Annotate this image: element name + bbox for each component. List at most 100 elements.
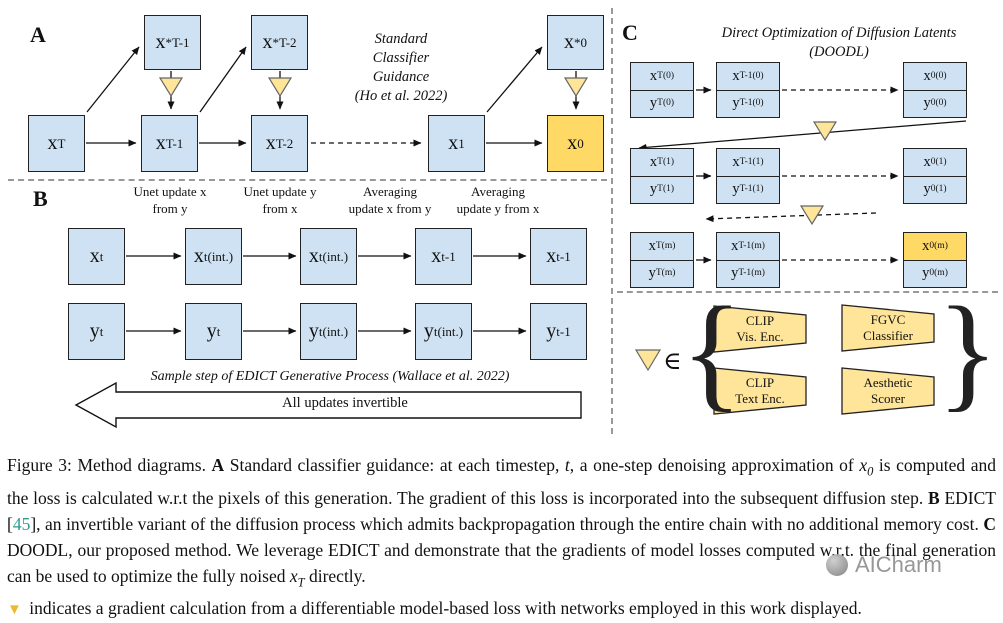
- box-xstar-T-1: x * T-1: [144, 15, 201, 70]
- latent-pair-r1c1: x T-1 (1) y T-1 (1): [716, 148, 780, 204]
- latent-pair-rmc2: x 0 (m) y 0 (m): [903, 232, 967, 288]
- legend-item-clip-text: CLIP Text Enc.: [735, 375, 785, 407]
- latent-pair-rmc1: x T-1 (m) y T-1 (m): [716, 232, 780, 288]
- panel-b-header-2: Unet update y from x: [243, 184, 317, 216]
- latent-x: x T (1): [631, 149, 693, 176]
- caption-text: , a one-step denoising approximation of: [569, 455, 860, 475]
- watermark-logo-icon: [826, 554, 848, 576]
- latent-y: y T-1 (1): [717, 175, 779, 203]
- panel-c-title: Direct Optimization of Diffusion Latents…: [721, 25, 957, 60]
- gradient-triangle-icons-a: [158, 77, 589, 98]
- gradient-triangle-icon: ▼: [7, 602, 22, 618]
- latent-y: y T-1 (m): [717, 259, 779, 287]
- panel-b-header-1: Unet update x from y: [133, 184, 207, 216]
- diagram-graphics-layer: [74, 46, 967, 429]
- panel-b-caption: Sample step of EDICT Generative Process …: [150, 369, 510, 384]
- latent-pair-r0c0: x T (0) y T (0): [630, 62, 694, 118]
- latent-x: x T-1 (1): [717, 149, 779, 176]
- panel-b-header-3: Averaging update x from y: [348, 184, 432, 216]
- box-xstar-0: x * 0: [547, 15, 604, 70]
- box-y-t-1: y t-1: [530, 303, 587, 360]
- caption-paragraph: Figure 3: Method diagrams. A Standard cl…: [7, 452, 996, 595]
- panel-a-note: Standard Classifier Guidance (Ho et al. …: [354, 31, 448, 104]
- box-x-T-1: x T-1: [141, 115, 198, 172]
- panel-b-arrows: [126, 252, 527, 335]
- latent-pair-r1c0: x T (1) y T (1): [630, 148, 694, 204]
- legend-triangle-icon: [634, 349, 662, 372]
- latent-y: y T (m): [631, 259, 693, 287]
- latent-x: x T-1 (m): [717, 233, 779, 260]
- invertible-arrow-shape: [74, 381, 582, 429]
- latent-y: y 0 (0): [904, 89, 966, 117]
- latent-x: x T (m): [631, 233, 693, 260]
- panel-a-label: A: [30, 22, 46, 47]
- box-x-t-1-final: x t-1: [530, 228, 587, 285]
- caption-note-text: indicates a gradient calculation from a …: [24, 598, 862, 618]
- latent-y: y 0 (m): [904, 259, 966, 287]
- brace-open: {: [681, 281, 743, 423]
- latent-x: x T (0): [631, 63, 693, 90]
- caption-text: EDICT [: [7, 487, 996, 534]
- panel-divider-c-legend: [617, 291, 998, 293]
- panel-a-arrows: [86, 46, 580, 147]
- panel-b-header-4: Averaging update y from x: [456, 184, 540, 216]
- panel-divider-vertical: [611, 8, 613, 434]
- box-y-t-int-2: y t (int.): [415, 303, 472, 360]
- caption-bold-b: B: [927, 487, 940, 508]
- latent-pair-rmc0: x T (m) y T (m): [630, 232, 694, 288]
- caption-text: DOODL, our proposed method. We leverage …: [7, 539, 996, 586]
- caption-math-t: t: [564, 455, 570, 475]
- panel-c-label: C: [622, 20, 638, 45]
- element-of-symbol: ∈: [663, 348, 682, 375]
- caption-math-xT: x: [289, 565, 298, 586]
- panel-b-label: B: [33, 186, 48, 211]
- gradient-triangle-icons-c: [799, 121, 838, 226]
- box-xstar-T-2: x * T-2: [251, 15, 308, 70]
- panel-c-arrows: [638, 86, 967, 264]
- figure-caption: Figure 3: Method diagrams. A Standard cl…: [7, 452, 996, 623]
- caption-math-xT-sub: T: [297, 575, 305, 589]
- legend-item-fgvc: FGVC Classifier: [863, 312, 913, 344]
- latent-pair-r1c2: x 0 (1) y 0 (1): [903, 148, 967, 204]
- box-x-T-2: x T-2: [251, 115, 308, 172]
- latent-x: x 0 (0): [904, 63, 966, 90]
- caption-bold-c: C: [983, 513, 996, 534]
- box-x-t-int: x t (int.): [185, 228, 242, 285]
- watermark-text: AICharm: [855, 552, 942, 577]
- caption-bold-a: A: [211, 455, 225, 475]
- caption-text: directly.: [304, 565, 366, 586]
- caption-math-x0-sub: 0: [867, 464, 874, 479]
- caption-text: ], an invertible variant of the diffusio…: [30, 513, 984, 534]
- box-x-t-1: x t-1: [415, 228, 472, 285]
- latent-pair-r0c1: x T-1 (0) y T-1 (0): [716, 62, 780, 118]
- latent-y: y T-1 (0): [717, 89, 779, 117]
- latent-x: x 0 (1): [904, 149, 966, 176]
- brace-close: }: [937, 281, 999, 423]
- caption-text: Standard classifier guidance: at each ti…: [224, 455, 565, 475]
- citation-link-45[interactable]: 45: [12, 513, 31, 534]
- caption-text: is computed and the loss is calculated w…: [7, 455, 997, 508]
- latent-y: y T (1): [631, 175, 693, 203]
- caption-note-line: ▼ indicates a gradient calculation from …: [7, 595, 996, 623]
- latent-y: y T (0): [631, 89, 693, 117]
- box-x-t-int-2: x t (int.): [300, 228, 357, 285]
- legend-item-aesthetic: Aesthetic Scorer: [863, 375, 913, 407]
- caption-math-x0: x: [859, 455, 868, 475]
- panel-divider-a-b: [8, 179, 607, 181]
- latent-x-final: x 0 (m): [904, 233, 966, 260]
- invertible-arrow-label: All updates invertible: [282, 395, 408, 411]
- watermark: AICharm: [826, 552, 942, 578]
- box-y-t-int: y t (int.): [300, 303, 357, 360]
- legend-network-shapes: [713, 304, 935, 415]
- latent-x: x T-1 (0): [717, 63, 779, 90]
- latent-pair-r0c2: x 0 (0) y 0 (0): [903, 62, 967, 118]
- caption-text: Figure 3: Method diagrams.: [7, 455, 212, 475]
- latent-y: y 0 (1): [904, 175, 966, 203]
